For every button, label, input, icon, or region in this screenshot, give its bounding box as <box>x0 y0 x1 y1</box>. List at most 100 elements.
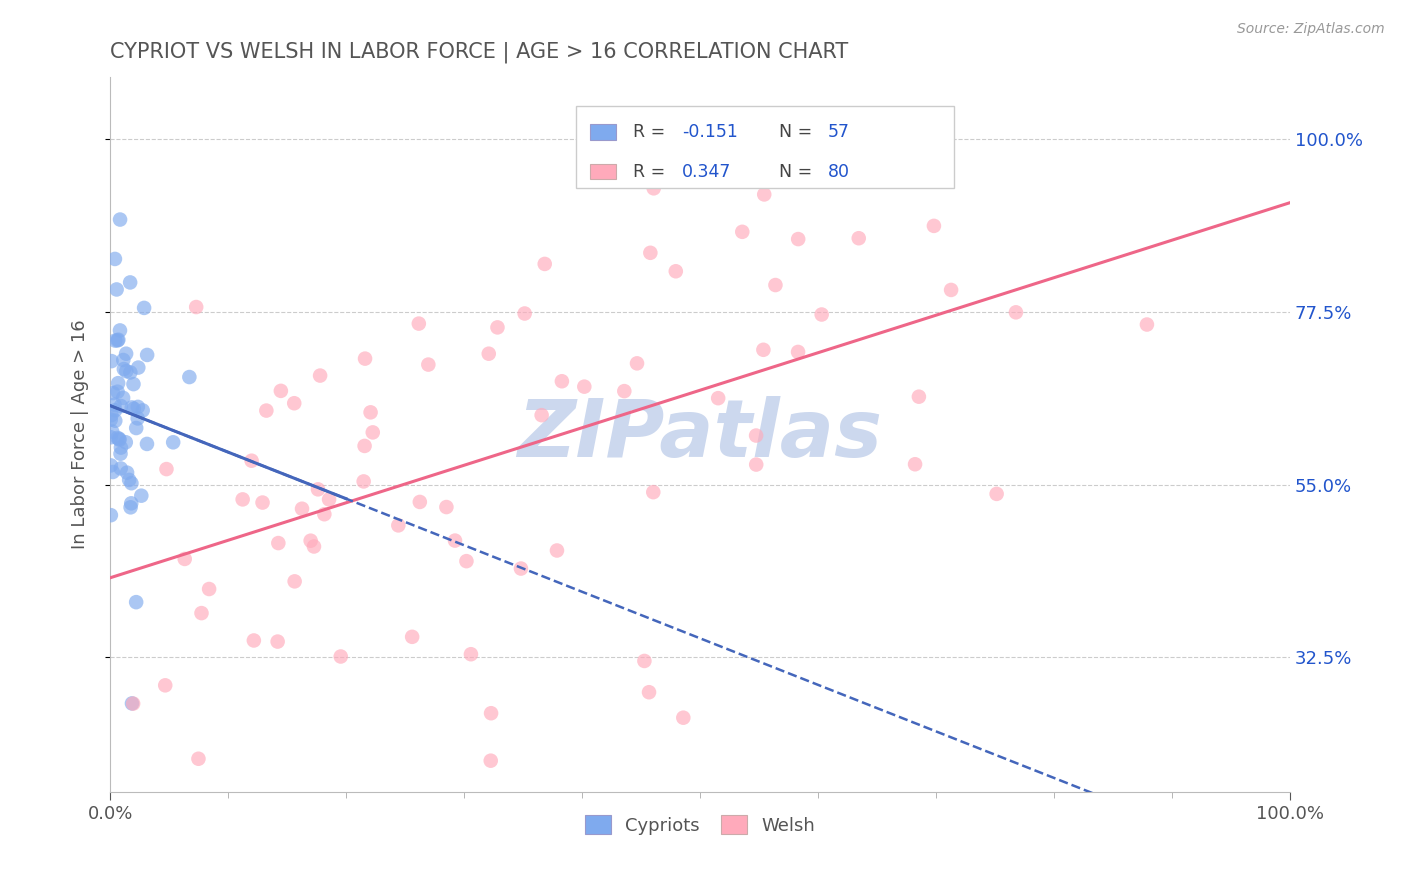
Point <box>122 401 145 416</box>
Point <box>120 276 142 290</box>
Bar <box>591 124 616 140</box>
Text: Source: ZipAtlas.com: Source: ZipAtlas.com <box>1237 22 1385 37</box>
Point <box>127 360 149 375</box>
Point <box>939 283 962 297</box>
Y-axis label: In Labor Force | Age > 16: In Labor Force | Age > 16 <box>72 319 89 549</box>
Point <box>401 630 423 644</box>
Point <box>132 301 155 315</box>
Point <box>155 678 177 692</box>
Point <box>101 465 124 479</box>
Point <box>115 364 138 378</box>
Point <box>302 540 325 554</box>
Point <box>107 333 129 347</box>
Point <box>329 649 352 664</box>
Point <box>436 500 458 514</box>
Text: R =: R = <box>633 123 671 141</box>
Point <box>110 461 132 475</box>
Point <box>745 428 768 442</box>
Point <box>103 398 125 412</box>
Point <box>108 212 131 227</box>
Point <box>574 379 596 393</box>
Point <box>121 401 143 415</box>
Point <box>672 711 695 725</box>
Point <box>100 354 122 368</box>
Point <box>299 533 322 548</box>
Point <box>787 232 810 246</box>
Point <box>908 390 931 404</box>
Point <box>752 343 775 357</box>
Point <box>479 754 502 768</box>
Point <box>418 358 440 372</box>
Point <box>122 697 145 711</box>
Point <box>787 345 810 359</box>
Point <box>240 453 263 467</box>
Point <box>104 414 127 428</box>
Point <box>360 405 382 419</box>
Point <box>633 654 655 668</box>
Point <box>848 231 870 245</box>
Text: -0.151: -0.151 <box>682 123 738 141</box>
Point <box>112 391 135 405</box>
Point <box>107 384 129 399</box>
Text: 0.347: 0.347 <box>682 162 731 180</box>
Point <box>136 437 159 451</box>
Text: N =: N = <box>779 162 818 180</box>
Point <box>187 752 209 766</box>
Point <box>284 574 307 589</box>
Point <box>125 421 148 435</box>
Point <box>101 386 124 401</box>
Point <box>309 368 332 383</box>
Point <box>198 582 221 596</box>
Text: R =: R = <box>633 162 671 180</box>
Point <box>354 351 377 366</box>
Point <box>267 536 290 550</box>
Point <box>353 439 375 453</box>
Point <box>638 685 661 699</box>
Point <box>444 533 467 548</box>
Point <box>131 489 153 503</box>
Point <box>115 466 138 480</box>
Point <box>1005 305 1028 319</box>
Point <box>478 347 501 361</box>
Point <box>108 433 131 447</box>
Point <box>121 697 143 711</box>
Point <box>120 476 142 491</box>
Point <box>108 432 131 446</box>
Point <box>186 300 208 314</box>
Point <box>114 435 136 450</box>
Point <box>270 384 292 398</box>
Point <box>107 431 129 445</box>
Text: 57: 57 <box>828 123 849 141</box>
Point <box>110 399 132 413</box>
Point <box>266 634 288 648</box>
Point <box>127 411 149 425</box>
Point <box>643 181 665 195</box>
Point <box>314 507 336 521</box>
Point <box>626 356 648 370</box>
Point <box>387 518 409 533</box>
Point <box>1136 318 1159 332</box>
Point <box>640 245 662 260</box>
Text: 80: 80 <box>828 162 849 180</box>
Point <box>100 458 122 473</box>
Point <box>513 306 536 320</box>
Point <box>318 492 340 507</box>
Point <box>120 366 142 380</box>
Point <box>122 377 145 392</box>
Point <box>662 142 685 156</box>
Point <box>408 317 430 331</box>
Point <box>361 425 384 440</box>
Point <box>986 487 1008 501</box>
Point <box>681 142 703 156</box>
Point <box>104 252 127 266</box>
Point <box>100 430 122 444</box>
Point <box>533 257 555 271</box>
Point <box>110 441 132 455</box>
Point <box>551 374 574 388</box>
Point <box>307 483 329 497</box>
Point <box>162 435 184 450</box>
Point <box>731 225 754 239</box>
Point <box>120 500 142 515</box>
Point <box>120 496 142 510</box>
Point <box>479 706 502 721</box>
